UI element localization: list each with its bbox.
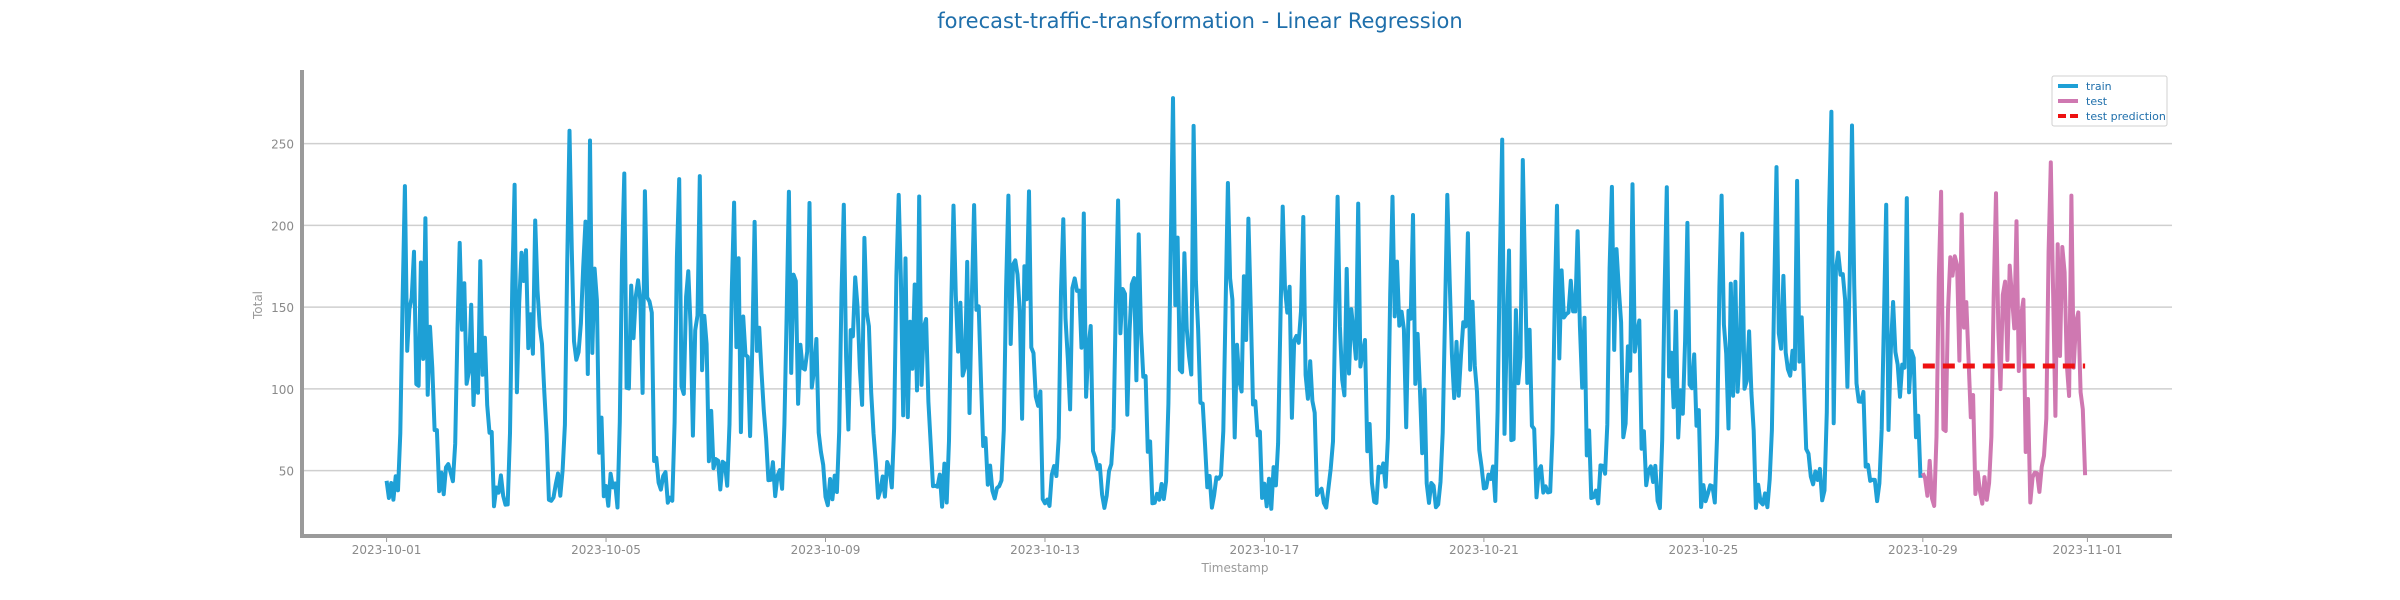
chart-title: forecast-traffic-transformation - Linear…	[937, 9, 1462, 33]
y-axis-label: Total	[251, 291, 265, 320]
series-line-test	[1920, 160, 2088, 508]
y-tick-labels: 50 100 150 200 250	[271, 138, 294, 479]
series-layer	[384, 96, 2088, 511]
grid-lines	[302, 142, 2172, 472]
x-tick-label-2023-10-21: 2023-10-21	[1449, 543, 1519, 557]
x-tick-label-2023-11-01: 2023-11-01	[2053, 543, 2123, 557]
x-tick-label-2023-10-29: 2023-10-29	[1888, 543, 1958, 557]
legend-box	[2051, 75, 2168, 127]
legend-label-train: train	[2086, 80, 2112, 93]
legend-label-test: test	[2086, 95, 2108, 108]
y-tick-label-150: 150	[271, 301, 294, 315]
x-tick-label-2023-10-01: 2023-10-01	[352, 543, 422, 557]
y-tick-label-100: 100	[271, 383, 294, 397]
axes	[300, 70, 2172, 538]
y-tick-label-250: 250	[271, 138, 294, 152]
series-line-train	[384, 96, 1923, 511]
x-tick-label-2023-10-25: 2023-10-25	[1668, 543, 1738, 557]
y-tick-label-200: 200	[271, 219, 294, 233]
x-tick-label-2023-10-09: 2023-10-09	[791, 543, 861, 557]
x-tick-label-2023-10-05: 2023-10-05	[571, 543, 641, 557]
legend-label-test-prediction: test prediction	[2086, 110, 2166, 123]
x-tick-label-2023-10-13: 2023-10-13	[1010, 543, 1080, 557]
y-tick-label-50: 50	[279, 465, 294, 479]
x-tick-labels: 2023-10-01 2023-10-05 2023-10-09 2023-10-13…	[352, 536, 2123, 557]
x-tick-label-2023-10-17: 2023-10-17	[1230, 543, 1300, 557]
x-axis-label: Timestamp	[1201, 561, 1269, 575]
legend: train test test prediction	[2051, 75, 2168, 127]
